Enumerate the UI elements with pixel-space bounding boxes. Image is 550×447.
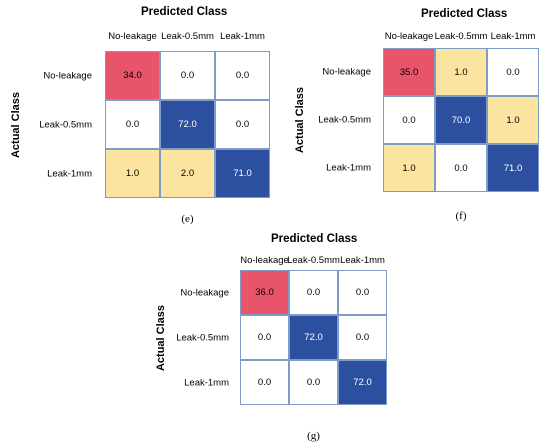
matrix-cell: 0.0 [240,315,289,360]
matrix-cell: 35.0 [383,48,435,96]
predicted-class-title: Predicted Class [141,6,228,18]
column-label: No-leakage [384,31,434,42]
matrix-cell: 0.0 [289,360,338,405]
matrix-cell: 0.0 [240,360,289,405]
matrix-cell: 1.0 [435,48,487,96]
matrix-cell: 36.0 [240,270,289,315]
predicted-class-title: Predicted Class [421,8,508,20]
row-label: Leak-1mm [184,377,229,388]
matrix-cell: 1.0 [487,96,539,144]
row-label: No-leakage [180,287,229,298]
row-label: No-leakage [322,66,371,78]
actual-class-label: Actual Class [155,304,167,371]
matrix-cell: 71.0 [487,144,539,192]
row-label: Leak-1mm [47,168,92,179]
matrix-cell: 0.0 [338,315,387,360]
matrix-cell: 0.0 [338,270,387,315]
column-label: Leak-0.5mm [161,31,214,42]
column-label: Leak-0.5mm [434,31,488,42]
column-label: Leak-1mm [490,31,536,42]
matrix-cell: 0.0 [487,48,539,96]
actual-class-label: Actual Class [10,91,22,158]
column-label: Leak-1mm [340,255,385,266]
panel-caption: (g) [307,430,320,442]
matrix-cell: 34.0 [105,51,160,100]
matrix-cell: 1.0 [105,149,160,198]
matrix-cell: 72.0 [160,100,215,149]
matrix-cell: 70.0 [435,96,487,144]
row-label: Leak-0.5mm [176,332,229,343]
matrix-cell: 0.0 [215,100,270,149]
matrix-cell: 72.0 [289,315,338,360]
panel-caption: (f) [455,210,467,222]
row-label: No-leakage [43,70,92,81]
column-label: Leak-1mm [220,31,265,42]
matrix-cell: 1.0 [383,144,435,192]
predicted-class-title: Predicted Class [271,233,358,245]
matrix-cell: 72.0 [338,360,387,405]
column-label: No-leakage [240,255,289,266]
matrix-cell: 0.0 [160,51,215,100]
panel-caption: (e) [181,213,194,225]
matrix-cell: 0.0 [215,51,270,100]
column-label: No-leakage [108,31,157,42]
matrix-cell: 0.0 [435,144,487,192]
matrix-cell: 0.0 [105,100,160,149]
actual-class-label: Actual Class [294,86,306,154]
matrix-cell: 2.0 [160,149,215,198]
row-label: Leak-0.5mm [39,119,92,130]
matrix-cell: 0.0 [289,270,338,315]
matrix-cell: 71.0 [215,149,270,198]
column-label: Leak-0.5mm [287,255,340,266]
matrix-cell: 0.0 [383,96,435,144]
row-label: Leak-0.5mm [318,114,371,126]
row-label: Leak-1mm [326,162,371,174]
